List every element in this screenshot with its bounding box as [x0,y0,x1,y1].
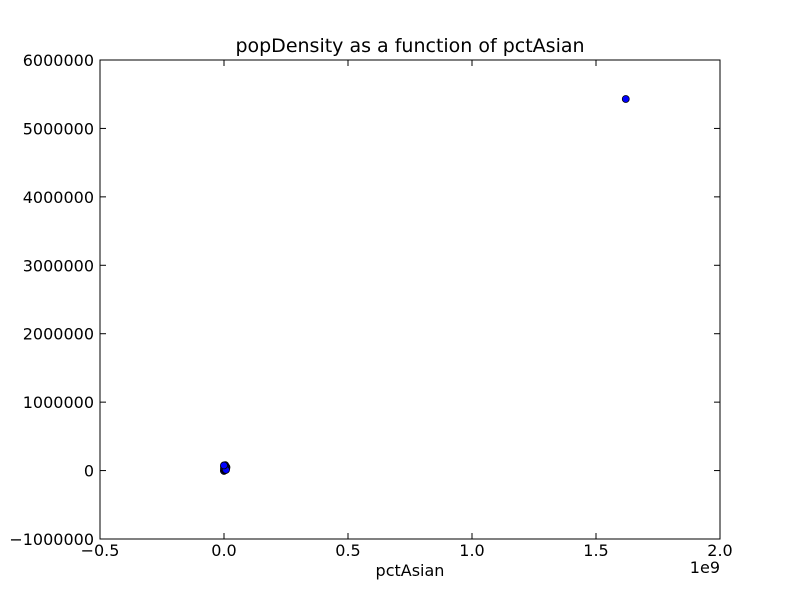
y-tick-label: 3000000 [23,256,94,275]
x-tick-label: 0.0 [211,541,236,560]
x-tick-label: 0.5 [335,541,360,560]
y-tick-label: 0 [84,462,94,481]
plot-frame [99,59,721,540]
y-tick-label: 5000000 [23,119,94,138]
y-tick-label: −1000000 [9,530,94,549]
y-tick-label: 6000000 [23,51,94,70]
y-tick-label: 4000000 [23,188,94,207]
x-tick-label: 2.0 [707,541,732,560]
y-tick-label: 2000000 [23,325,94,344]
data-point [621,95,630,103]
data-markers [220,95,630,475]
x-tick-label: −0.5 [81,541,120,560]
chart-title: popDensity as a function of pctAsian [235,35,584,57]
y-tick-label: 1000000 [23,393,94,412]
data-point [220,461,228,470]
x-axis-label: pctAsian [376,561,445,580]
x-tick-label: 1.0 [459,541,484,560]
axis-ticks: −0.5 0.0 0.5 1.0 1.5 2.0 −1000000 0 1000000 20000… [9,51,732,560]
x-tick-label: 1.5 [583,541,608,560]
x-axis-offset-label: 1e9 [690,558,720,577]
